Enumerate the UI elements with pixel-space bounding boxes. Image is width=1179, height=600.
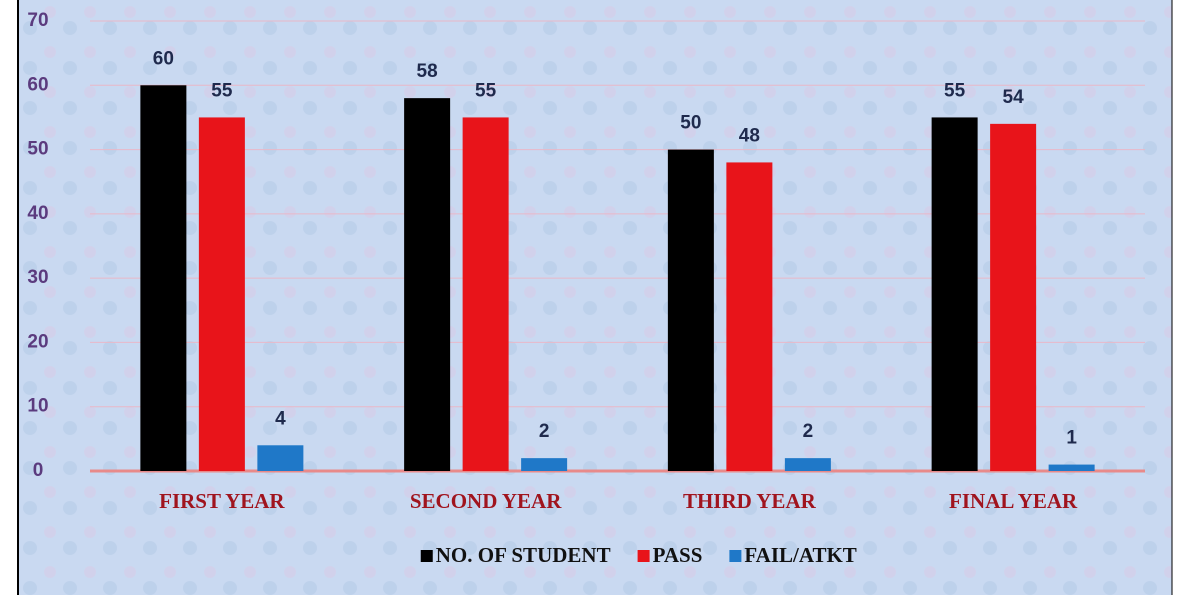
- legend-label: NO. OF STUDENT: [436, 543, 611, 567]
- legend-swatch: [729, 550, 742, 562]
- bar: [1048, 464, 1095, 471]
- data-label: 55: [944, 80, 966, 101]
- x-tick-label: THIRD YEAR: [683, 489, 817, 513]
- data-label: 55: [211, 80, 233, 101]
- bar: [990, 123, 1037, 471]
- y-tick-label: 20: [27, 331, 48, 352]
- data-label: 50: [680, 113, 701, 134]
- data-label: 55: [475, 80, 497, 101]
- bar: [257, 445, 304, 471]
- bar: [521, 458, 568, 471]
- x-tick-label: FIRST YEAR: [159, 489, 285, 513]
- data-label: 60: [153, 48, 174, 69]
- x-tick-label: FINAL YEAR: [949, 489, 1078, 513]
- data-label: 2: [539, 421, 550, 442]
- bar: [784, 458, 831, 471]
- y-tick-label: 70: [27, 10, 48, 31]
- bar: [931, 117, 978, 471]
- y-tick-label: 60: [27, 74, 48, 95]
- data-label: 2: [803, 421, 814, 442]
- legend-label: PASS: [653, 543, 703, 567]
- data-label: 58: [417, 61, 438, 82]
- y-tick-label: 40: [27, 203, 48, 224]
- legend-swatch: [420, 550, 433, 562]
- bar: [198, 117, 245, 471]
- bar: [462, 117, 509, 471]
- bar: [726, 162, 773, 471]
- y-tick-label: 30: [27, 267, 48, 288]
- x-tick-label: SECOND YEAR: [410, 489, 562, 513]
- legend-swatch: [637, 550, 650, 562]
- y-tick-label: 10: [27, 396, 48, 417]
- data-label: 54: [1003, 87, 1025, 108]
- bar: [140, 85, 187, 472]
- data-label: 48: [739, 125, 760, 146]
- y-tick-label: 0: [33, 460, 44, 481]
- legend-label: FAIL/ATKT: [744, 543, 856, 567]
- y-tick-label: 50: [27, 139, 48, 160]
- bar: [667, 149, 714, 472]
- bar: [404, 98, 451, 472]
- data-label: 4: [275, 408, 286, 429]
- data-label: 1: [1066, 428, 1077, 449]
